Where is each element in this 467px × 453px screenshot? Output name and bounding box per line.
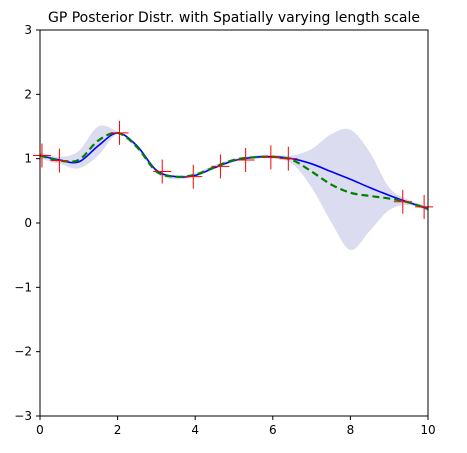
data-point-marker [211, 154, 230, 179]
y-tick-label: 1 [24, 152, 32, 166]
x-tick-label: 2 [114, 423, 122, 437]
dashed-line-series [39, 131, 429, 210]
axes: 0 2 4 6 8 10 −3 −2 −1 0 1 2 3 [14, 23, 435, 437]
confidence-band [40, 125, 428, 251]
y-tick-label: −3 [14, 409, 32, 423]
data-point-marker [236, 147, 255, 172]
y-tick-label: −2 [14, 345, 32, 359]
x-tick-label: 10 [420, 423, 435, 437]
data-point-marker [261, 145, 280, 170]
x-tick-label: 0 [36, 423, 44, 437]
data-point-marker [279, 146, 298, 171]
y-tick-label: 3 [24, 23, 32, 37]
data-point-marker [32, 143, 51, 168]
chart-title: GP Posterior Distr. with Spatially varyi… [48, 10, 420, 26]
x-tick-label: 8 [347, 423, 355, 437]
data-point-marker [110, 120, 129, 145]
x-tick-label: 4 [191, 423, 199, 437]
y-tick-label: 2 [24, 87, 32, 101]
data-point-marker [415, 194, 434, 219]
data-point-marker [153, 159, 172, 184]
y-tick-label: 0 [24, 216, 32, 230]
data-point-marker [50, 148, 69, 173]
y-tick-label: −1 [14, 280, 32, 294]
data-point-marker [184, 164, 203, 189]
x-tick-label: 6 [269, 423, 277, 437]
data-point-marker [393, 189, 412, 214]
plot-area [32, 120, 434, 251]
